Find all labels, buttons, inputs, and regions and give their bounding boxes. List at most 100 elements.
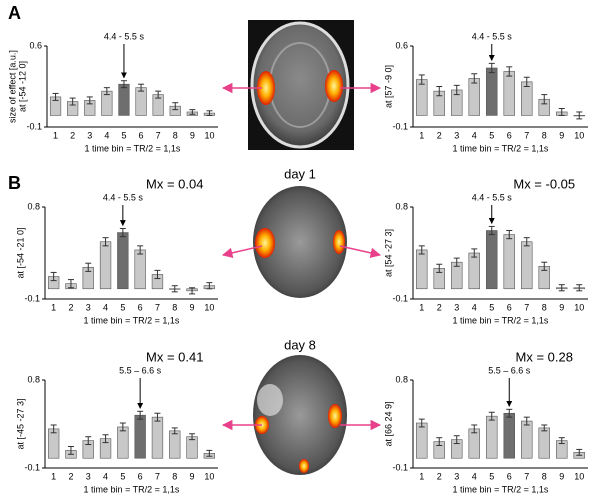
x-tick-label: 1 [419, 302, 424, 312]
bar [117, 232, 129, 290]
x-tick-label: 9 [559, 302, 564, 312]
x-tick-label: 8 [172, 302, 177, 312]
x-tick-label: 10 [574, 471, 584, 481]
x-tick-label: 3 [86, 471, 91, 481]
x-tick-label: 10 [204, 302, 214, 312]
annotation: 5.5 – 6.6 s [119, 365, 162, 375]
bar [117, 426, 129, 459]
x-axis-label: 1 time bin = TR/2 = 1,1s [84, 315, 180, 325]
annotation: 4.4 - 5.5 s [472, 31, 513, 41]
x-tick-label: 6 [507, 302, 512, 312]
x-tick-label: 3 [454, 302, 459, 312]
chart-title: Mx = -0.05 [513, 176, 575, 191]
annotation: 5.5 – 6.6 s [488, 365, 531, 375]
x-tick-label: 8 [542, 130, 547, 140]
y-axis-label: at [54 -27 3] [383, 229, 393, 277]
x-tick-label: 7 [155, 302, 160, 312]
panel-label: A [8, 3, 21, 23]
x-tick-label: 1 [419, 471, 424, 481]
x-tick-label: 5 [489, 130, 494, 140]
x-tick-label: 10 [204, 130, 214, 140]
annotation: 4.4 - 5.5 s [472, 192, 513, 202]
chart-title: Mx = 0.28 [516, 349, 573, 364]
bar [468, 252, 480, 290]
x-tick-label: 10 [574, 302, 584, 312]
bar [503, 412, 515, 459]
bar [135, 87, 147, 116]
x-tick-label: 10 [204, 471, 214, 481]
x-tick-label: 3 [87, 130, 92, 140]
x-tick-label: 4 [472, 302, 477, 312]
x-tick-label: 7 [155, 471, 160, 481]
x-tick-label: 9 [190, 130, 195, 140]
y-tick-label: 0.6 [395, 40, 408, 50]
y-axis-label: at [66 24 9] [383, 401, 393, 446]
x-tick-label: 5 [120, 471, 125, 481]
x-tick-label: 9 [190, 302, 195, 312]
bar [169, 430, 181, 459]
brain-image [253, 186, 347, 298]
x-tick-label: 5 [120, 302, 125, 312]
x-tick-label: 9 [190, 471, 195, 481]
x-tick-label: 7 [524, 302, 529, 312]
chart-title: Mx = 0.04 [146, 176, 203, 191]
x-tick-label: 2 [68, 302, 73, 312]
bar [521, 420, 533, 459]
x-tick-label: 7 [156, 130, 161, 140]
y-axis-label: at [-45 -27 3] [15, 398, 25, 449]
x-tick-label: 7 [524, 130, 529, 140]
panel-label: B [8, 173, 21, 193]
bar [118, 83, 130, 116]
y-tick-label: -0.1 [24, 293, 40, 303]
x-axis-label: 1 time bin = TR/2 = 1,1s [453, 484, 549, 494]
y-tick-label: -0.1 [392, 121, 408, 131]
y-tick-label: 0.8 [395, 201, 408, 211]
y-axis-label: size of effect [a.u.] [7, 50, 17, 123]
x-tick-label: 5 [121, 130, 126, 140]
x-tick-label: 2 [70, 130, 75, 140]
x-tick-label: 4 [103, 471, 108, 481]
bar [538, 427, 550, 459]
bar [486, 230, 498, 290]
annotation: 4.4 - 5.5 s [104, 31, 145, 41]
x-tick-label: 4 [472, 130, 477, 140]
day-label: day 1 [284, 166, 316, 181]
brain-image [253, 355, 347, 475]
x-tick-label: 6 [507, 130, 512, 140]
y-axis-label: at [-54 -21 0] [15, 227, 25, 278]
x-tick-label: 8 [542, 471, 547, 481]
bar [151, 416, 164, 459]
bar [468, 78, 480, 116]
day-label: day 8 [284, 337, 316, 352]
x-tick-label: 2 [437, 471, 442, 481]
x-tick-label: 3 [454, 471, 459, 481]
bar [99, 241, 112, 290]
y-tick-label: -0.1 [392, 462, 408, 472]
x-tick-label: 2 [437, 302, 442, 312]
bar [134, 414, 146, 459]
x-tick-label: 9 [559, 130, 564, 140]
x-tick-label: 6 [138, 471, 143, 481]
bar [486, 415, 498, 459]
bar [134, 249, 146, 290]
x-tick-label: 6 [138, 302, 143, 312]
x-tick-label: 4 [103, 302, 108, 312]
x-tick-label: 1 [53, 130, 58, 140]
x-axis-label: 1 time bin = TR/2 = 1,1s [85, 143, 181, 153]
x-axis-label: 1 time bin = TR/2 = 1,1s [84, 484, 180, 494]
x-tick-label: 4 [472, 471, 477, 481]
y-tick-label: 0.8 [27, 374, 40, 384]
x-tick-label: 6 [507, 471, 512, 481]
x-tick-label: 9 [559, 471, 564, 481]
bar [416, 79, 428, 116]
annotation: 4.4 - 5.5 s [103, 192, 144, 202]
x-tick-label: 7 [524, 471, 529, 481]
y-axis-label: at [-54 -12 0] [17, 61, 27, 112]
y-tick-label: 0.8 [395, 374, 408, 384]
y-axis-label: at [57 -9 0] [383, 65, 393, 108]
y-tick-label: -0.1 [24, 462, 40, 472]
x-tick-label: 10 [574, 130, 584, 140]
brain-image [248, 20, 354, 150]
x-tick-label: 3 [86, 302, 91, 312]
